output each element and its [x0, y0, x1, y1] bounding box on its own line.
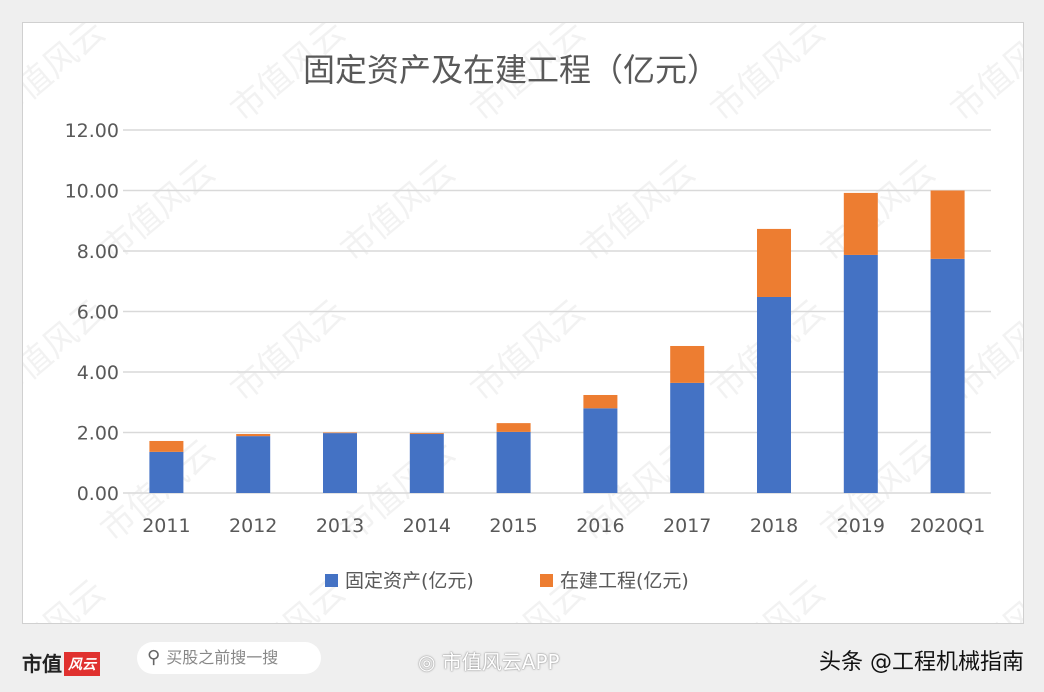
legend-label: 在建工程(亿元) [560, 570, 689, 592]
legend-swatch [540, 574, 553, 587]
bar-construction-2016 [583, 394, 618, 409]
bar-fixed-assets-2012 [236, 436, 271, 493]
weibo-text: 市值风云APP [441, 650, 560, 674]
y-tick-label: 2.00 [77, 423, 119, 445]
x-tick-label: 2018 [750, 515, 798, 537]
bar-construction-2020Q1 [930, 190, 965, 259]
bar-construction-2011 [149, 440, 184, 452]
brand-logo: 市值 风云 [22, 648, 100, 677]
author-credit: 头条 @工程机械指南 [819, 650, 1024, 675]
y-tick-label: 10.00 [65, 181, 119, 203]
y-tick-label: 0.00 [77, 483, 119, 505]
bar-fixed-assets-2015 [496, 431, 531, 493]
bar-construction-2017 [670, 345, 705, 383]
bar-construction-2012 [236, 434, 271, 437]
watermark-text: 市值风云 [333, 152, 463, 270]
watermark-text: 市值风云 [23, 23, 113, 130]
watermark-text: 市值风云 [943, 572, 1023, 623]
y-tick-label: 12.00 [65, 120, 119, 142]
bar-fixed-assets-2016 [583, 408, 618, 493]
bar-fixed-assets-2013 [323, 433, 357, 493]
legend-label: 固定资产(亿元) [345, 570, 474, 592]
footer: 市值 风云 ⚲ 买股之前搜一搜 ◎ 市值风云APP 头条 @工程机械指南 [0, 630, 1044, 692]
weibo-watermark: ◎ 市值风云APP [418, 646, 560, 675]
watermark-text: 市值风云 [703, 572, 833, 623]
weibo-icon: ◎ [418, 650, 442, 674]
bar-fixed-assets-2020Q1 [930, 258, 965, 493]
bar-construction-2019 [843, 192, 878, 255]
search-icon: ⚲ [147, 647, 161, 668]
watermark-text: 市值风云 [463, 292, 593, 410]
bar-fixed-assets-2014 [409, 434, 444, 493]
logo-badge: 风云 [64, 652, 100, 676]
search-input[interactable]: ⚲ 买股之前搜一搜 [137, 642, 321, 674]
search-placeholder: 买股之前搜一搜 [166, 648, 279, 667]
x-tick-label: 2020Q1 [910, 515, 985, 537]
x-tick-label: 2014 [403, 515, 451, 537]
x-tick-label: 2019 [837, 515, 885, 537]
x-tick-label: 2016 [576, 515, 624, 537]
watermark-text: 市值风云 [223, 292, 353, 410]
watermark-text: 市值风云 [573, 152, 703, 270]
watermark-text: 市值风云 [703, 23, 833, 130]
bar-construction-2013 [323, 432, 357, 434]
chart-card: 市值风云 市值风云 市值风云 市值风云 市值风云 市值风云 市值风云 市值风云 市值风云 市值风云… [22, 22, 1024, 624]
watermark-text: 市值风云 [943, 23, 1023, 130]
watermark-text: 市值风云 [813, 152, 943, 270]
legend-swatch [325, 574, 338, 587]
x-tick-label: 2011 [142, 515, 190, 537]
chart-title: 固定资产及在建工程（亿元） [303, 51, 719, 89]
x-tick-label: 2013 [316, 515, 364, 537]
bar-fixed-assets-2011 [149, 451, 184, 493]
y-tick-label: 8.00 [77, 241, 119, 263]
y-tick-label: 4.00 [77, 362, 119, 384]
bar-fixed-assets-2019 [843, 254, 878, 493]
y-tick-label: 6.00 [77, 302, 119, 324]
x-tick-label: 2015 [489, 515, 537, 537]
watermark-text: 市值风云 [23, 572, 113, 623]
x-tick-label: 2017 [663, 515, 711, 537]
bar-construction-2015 [496, 423, 531, 432]
x-tick-label: 2012 [229, 515, 277, 537]
logo-text: 市值 [22, 652, 62, 676]
bar-construction-2014 [409, 433, 444, 435]
bar-construction-2018 [757, 228, 791, 297]
bar-fixed-assets-2017 [670, 382, 705, 493]
bar-fixed-assets-2018 [757, 296, 791, 493]
